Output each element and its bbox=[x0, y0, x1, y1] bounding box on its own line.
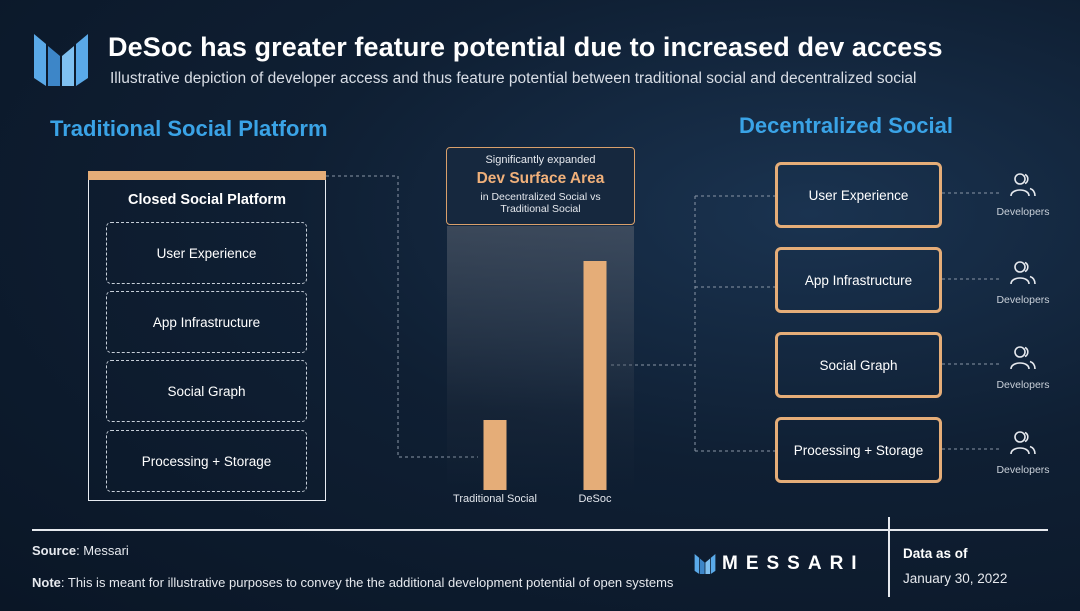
messari-logo-icon bbox=[34, 34, 88, 86]
messari-brand: MESSARI bbox=[694, 553, 865, 575]
traditional-section-title: Traditional Social Platform bbox=[50, 116, 328, 141]
closed-item-processing-storage: Processing + Storage bbox=[106, 430, 307, 492]
desoc-item-social-graph: Social Graph bbox=[775, 332, 942, 398]
developers-group-4: Developers bbox=[988, 428, 1058, 476]
page-subtitle: Illustrative depiction of developer acce… bbox=[110, 70, 917, 87]
page-title: DeSoc has greater feature potential due … bbox=[108, 32, 943, 62]
source-label: Source bbox=[32, 543, 77, 558]
source-note: Source: Messari bbox=[32, 543, 129, 558]
callout-line-2: Dev Surface Area bbox=[476, 170, 605, 187]
developers-icon bbox=[1010, 261, 1036, 285]
callout-line-1: Significantly expanded bbox=[485, 154, 596, 166]
developers-icon bbox=[1010, 173, 1036, 197]
closed-item-app-infrastructure: App Infrastructure bbox=[106, 291, 307, 353]
source-value: : Messari bbox=[76, 543, 129, 558]
developers-label: Developers bbox=[996, 206, 1050, 218]
developers-group-2: Developers bbox=[988, 258, 1058, 306]
closed-platform-header-bar bbox=[88, 171, 326, 180]
decentralized-section-title: Decentralized Social bbox=[739, 113, 953, 138]
developers-group-1: Developers bbox=[988, 170, 1058, 218]
data-date: January 30, 2022 bbox=[903, 571, 1008, 586]
bar-desoc bbox=[583, 261, 607, 490]
developers-label: Developers bbox=[996, 379, 1050, 391]
developers-icon bbox=[1010, 346, 1036, 370]
messari-brand-icon bbox=[694, 554, 716, 574]
desoc-item-app-infrastructure: App Infrastructure bbox=[775, 247, 942, 313]
messari-wordmark: MESSARI bbox=[722, 553, 865, 574]
desoc-item-processing-storage: Processing + Storage bbox=[775, 417, 942, 483]
closed-item-social-graph: Social Graph bbox=[106, 360, 307, 422]
bar-traditional-social bbox=[483, 420, 507, 490]
footer-vertical-divider bbox=[888, 517, 890, 597]
developers-icon bbox=[1010, 431, 1036, 455]
bar-label-traditional: Traditional Social bbox=[453, 493, 537, 505]
developers-group-3: Developers bbox=[988, 343, 1058, 391]
bar-label-desoc: DeSoc bbox=[578, 493, 612, 505]
footer-divider bbox=[32, 529, 1048, 531]
closed-item-user-experience: User Experience bbox=[106, 222, 307, 284]
footnote: Note: This is meant for illustrative pur… bbox=[32, 575, 673, 590]
dev-surface-callout: Significantly expanded Dev Surface Area … bbox=[446, 147, 635, 225]
developers-label: Developers bbox=[996, 464, 1050, 476]
callout-line-3: in Decentralized Social vs Traditional S… bbox=[480, 191, 601, 215]
data-as-of-label: Data as of bbox=[903, 546, 968, 561]
developers-label: Developers bbox=[996, 294, 1050, 306]
dev-surface-bar-chart bbox=[483, 261, 607, 490]
closed-platform-title: Closed Social Platform bbox=[128, 192, 286, 208]
note-value: : This is meant for illustrative purpose… bbox=[60, 575, 674, 590]
note-label: Note bbox=[32, 575, 61, 590]
desoc-item-user-experience: User Experience bbox=[775, 162, 942, 228]
